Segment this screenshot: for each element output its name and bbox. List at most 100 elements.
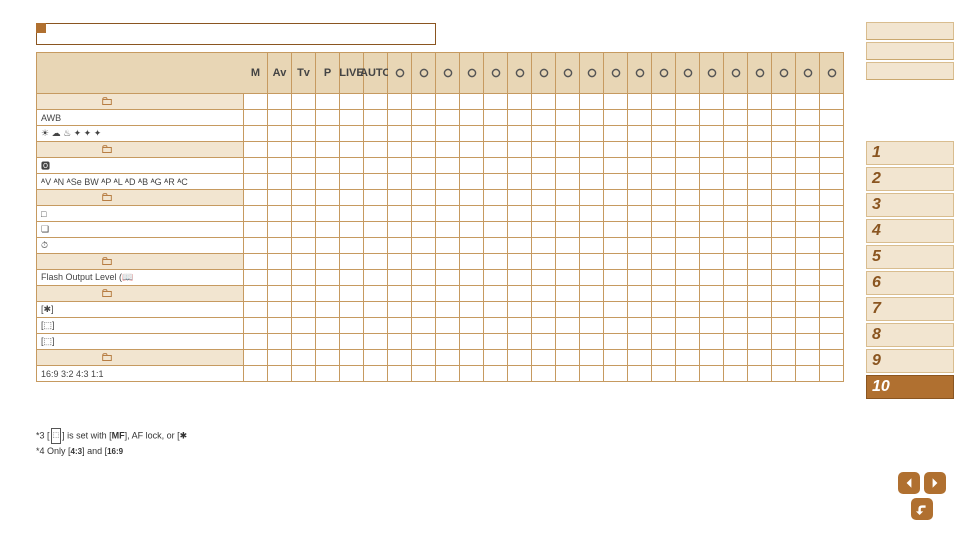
side-tab-2[interactable]: 2 [866, 167, 954, 191]
table-cell [652, 206, 676, 222]
table-cell [748, 142, 772, 158]
table-cell [556, 254, 580, 270]
side-tab-4[interactable]: 4 [866, 219, 954, 243]
table-cell [796, 174, 820, 190]
table-cell [412, 206, 436, 222]
table-cell [292, 174, 316, 190]
table-cell [412, 142, 436, 158]
next-page-button[interactable] [924, 472, 946, 494]
table-cell [628, 254, 652, 270]
table-cell [316, 350, 340, 366]
table-cell [580, 110, 604, 126]
table-cell [772, 238, 796, 254]
table-cell [364, 286, 388, 302]
table-cell [604, 350, 628, 366]
top-tab[interactable] [866, 22, 954, 40]
table-cell [436, 142, 460, 158]
table-cell [292, 94, 316, 110]
table-cell [244, 366, 268, 382]
table-cell [316, 286, 340, 302]
table-cell [532, 302, 556, 318]
table-cell [796, 94, 820, 110]
table-cell [676, 126, 700, 142]
table-cell [268, 158, 292, 174]
table-cell [700, 286, 724, 302]
mode-header [748, 52, 772, 94]
table-cell [484, 158, 508, 174]
table-cell [772, 206, 796, 222]
table-cell [580, 158, 604, 174]
table-cell [796, 366, 820, 382]
table-cell [484, 302, 508, 318]
table-row-label: [⬚] [36, 318, 244, 334]
table-cell [580, 238, 604, 254]
table-cell [628, 190, 652, 206]
table-cell [580, 318, 604, 334]
table-cell [244, 94, 268, 110]
side-tab-9[interactable]: 9 [866, 349, 954, 373]
table-cell [388, 110, 412, 126]
table-cell [532, 110, 556, 126]
side-tab-6[interactable]: 6 [866, 271, 954, 295]
table-cell [604, 366, 628, 382]
return-button[interactable] [911, 498, 933, 520]
table-cell [292, 158, 316, 174]
table-cell [772, 142, 796, 158]
table-cell [628, 350, 652, 366]
table-cell [580, 142, 604, 158]
table-cell [676, 222, 700, 238]
table-cell [796, 190, 820, 206]
top-tab[interactable] [866, 62, 954, 80]
table-cell [628, 94, 652, 110]
table-cell [604, 286, 628, 302]
side-tab-8[interactable]: 8 [866, 323, 954, 347]
mode-header [508, 52, 532, 94]
table-cell [292, 222, 316, 238]
table-cell [268, 94, 292, 110]
table-cell [316, 254, 340, 270]
table-cell [460, 270, 484, 286]
side-tab-1[interactable]: 1 [866, 141, 954, 165]
table-cell [316, 110, 340, 126]
table-cell [532, 334, 556, 350]
table-cell [556, 270, 580, 286]
mode-header [796, 52, 820, 94]
table-cell [268, 142, 292, 158]
table-cell [532, 222, 556, 238]
table-cell [460, 286, 484, 302]
table-cell [508, 190, 532, 206]
table-cell [436, 158, 460, 174]
mode-header [388, 52, 412, 94]
side-tab-10[interactable]: 10 [866, 375, 954, 399]
table-cell [748, 350, 772, 366]
table-cell [628, 286, 652, 302]
table-cell [604, 110, 628, 126]
side-tab-5[interactable]: 5 [866, 245, 954, 269]
table-cell [484, 270, 508, 286]
table-section-header [36, 350, 244, 366]
table-row-label: 🅾 [36, 158, 244, 174]
side-tab-7[interactable]: 7 [866, 297, 954, 321]
table-cell [628, 366, 652, 382]
mode-header: AUTO [364, 52, 388, 94]
table-cell [412, 190, 436, 206]
table-cell [292, 270, 316, 286]
table-cell [604, 254, 628, 270]
table-cell [340, 110, 364, 126]
prev-page-button[interactable] [898, 472, 920, 494]
table-cell [580, 254, 604, 270]
table-cell [412, 158, 436, 174]
side-tab-3[interactable]: 3 [866, 193, 954, 217]
table-cell [388, 158, 412, 174]
mode-header: Tv [292, 52, 316, 94]
table-cell [436, 174, 460, 190]
top-tab[interactable] [866, 42, 954, 60]
table-cell [292, 318, 316, 334]
table-cell [628, 142, 652, 158]
mode-header [436, 52, 460, 94]
mode-header [556, 52, 580, 94]
table-cell [748, 222, 772, 238]
table-cell [340, 366, 364, 382]
table-cell [820, 110, 844, 126]
table-cell [676, 174, 700, 190]
